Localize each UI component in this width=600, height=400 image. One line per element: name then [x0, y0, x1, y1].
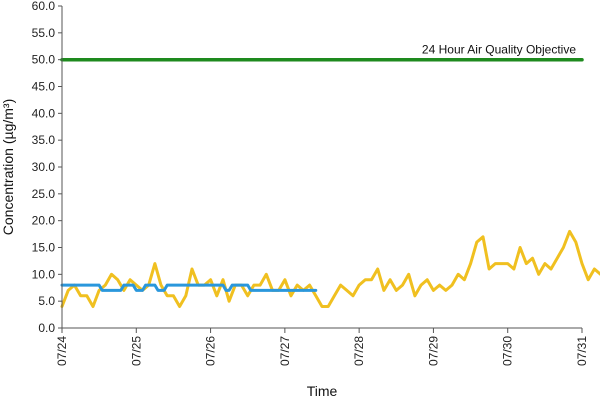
- y-tick-label: 20.0: [32, 214, 56, 228]
- y-tick-label: 60.0: [32, 0, 56, 13]
- y-tick-label: 40.0: [32, 106, 56, 120]
- y-tick-label: 25.0: [32, 187, 56, 201]
- x-axis-ticks: 07/24 07/25 07/26 07/27 07/28 07/29 07/30 07/31: [55, 328, 589, 366]
- y-tick-label: 30.0: [32, 160, 56, 174]
- rolling-average-series-line: [60, 283, 318, 292]
- x-tick-label: 07/28: [352, 336, 366, 366]
- x-tick-label: 07/24: [55, 336, 69, 366]
- x-tick-label: 07/29: [426, 336, 440, 366]
- x-tick-label: 07/27: [278, 336, 292, 366]
- y-tick-label: 10.0: [32, 267, 56, 281]
- y-tick-label: 50.0: [32, 53, 56, 67]
- y-tick-label: 0.0: [38, 321, 55, 335]
- x-tick-label: 07/31: [575, 336, 589, 366]
- x-tick-label: 07/30: [501, 336, 515, 366]
- y-tick-label: 55.0: [32, 26, 56, 40]
- y-tick-label: 45.0: [32, 80, 56, 94]
- y-axis-ticks: 0.0 5.0 10.0 15.0 20.0 25.0 30.0 35.0 40.0 45.0 50…: [32, 0, 62, 335]
- y-axis-title: Concentration (µg/m³): [0, 99, 16, 235]
- x-tick-label: 07/25: [129, 336, 143, 366]
- hourly-series-line: [60, 229, 600, 308]
- objective-annotation: 24 Hour Air Quality Objective: [422, 43, 576, 57]
- series-layer: [60, 57, 600, 308]
- y-tick-label: 5.0: [38, 294, 55, 308]
- x-tick-label: 07/26: [204, 336, 218, 366]
- y-tick-label: 15.0: [32, 241, 56, 255]
- x-axis-title: Time: [307, 383, 338, 399]
- y-tick-label: 35.0: [32, 133, 56, 147]
